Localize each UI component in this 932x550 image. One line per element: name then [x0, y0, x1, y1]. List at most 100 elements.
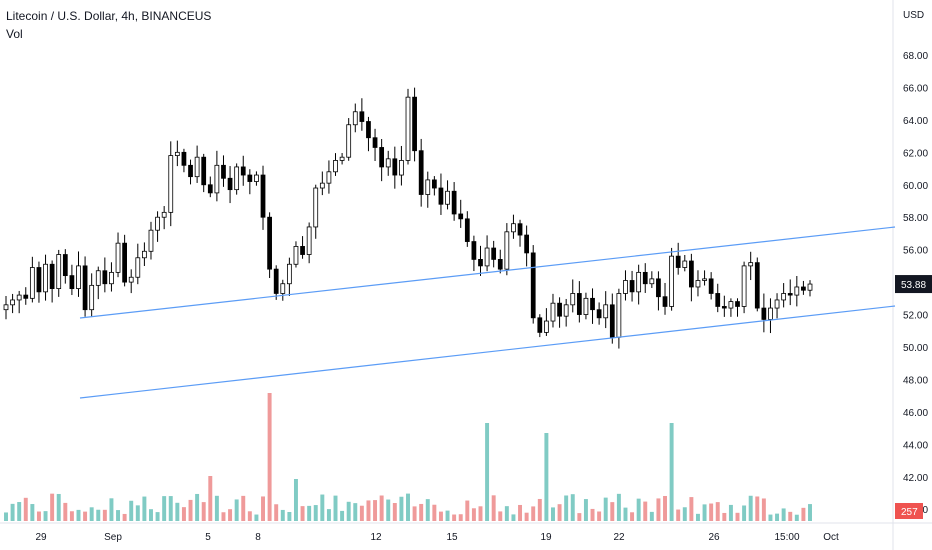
candle-body[interactable] — [142, 250, 147, 259]
candle-body[interactable] — [122, 242, 128, 283]
candle-body[interactable] — [379, 147, 385, 168]
candle-body[interactable] — [280, 283, 286, 294]
lower-channel-trendline[interactable] — [79, 305, 896, 399]
candle-body[interactable] — [339, 156, 345, 161]
candle-body[interactable] — [43, 263, 48, 293]
candle-body[interactable] — [418, 150, 424, 195]
candle-body[interactable] — [188, 164, 193, 178]
candle-body[interactable] — [735, 301, 740, 307]
candle-body[interactable] — [385, 158, 391, 168]
candle-body[interactable] — [234, 166, 240, 191]
candle-body[interactable] — [254, 174, 259, 182]
candle-body[interactable] — [273, 268, 279, 294]
candle-body[interactable] — [629, 280, 635, 293]
candle-body[interactable] — [181, 151, 187, 166]
candle-body[interactable] — [214, 164, 220, 194]
candle-body[interactable] — [326, 171, 332, 184]
candle-body[interactable] — [399, 160, 404, 176]
candle-body[interactable] — [504, 231, 510, 270]
candle-body[interactable] — [109, 271, 114, 285]
candle-body[interactable] — [227, 177, 233, 191]
candle-body[interactable] — [583, 297, 589, 315]
candle-body[interactable] — [392, 158, 398, 176]
candle-body[interactable] — [491, 247, 497, 260]
candle-body[interactable] — [609, 304, 615, 338]
candle-body[interactable] — [161, 211, 167, 218]
candle-body[interactable] — [23, 294, 29, 299]
candle-body[interactable] — [286, 263, 292, 285]
candle-body[interactable] — [721, 306, 727, 309]
candle-body[interactable] — [603, 304, 609, 319]
candle-body[interactable] — [563, 304, 569, 317]
candle-body[interactable] — [207, 184, 213, 194]
candle-body[interactable] — [62, 254, 68, 277]
candle-body[interactable] — [451, 190, 457, 215]
candle-body[interactable] — [89, 284, 95, 311]
candle-body[interactable] — [76, 265, 81, 289]
candle-body[interactable] — [530, 252, 536, 319]
candle-body[interactable] — [319, 182, 325, 189]
candle-body[interactable] — [10, 299, 15, 306]
candle-body[interactable] — [471, 241, 477, 260]
candle-body[interactable] — [247, 174, 253, 182]
volume-indicator-label[interactable]: Vol — [6, 27, 23, 41]
candle-body[interactable] — [405, 96, 411, 161]
candle-body[interactable] — [636, 271, 642, 293]
candle-body[interactable] — [300, 246, 305, 255]
candle-body[interactable] — [352, 111, 358, 126]
candle-body[interactable] — [656, 278, 661, 298]
candle-body[interactable] — [715, 293, 721, 307]
candle-body[interactable] — [267, 216, 272, 270]
candle-body[interactable] — [557, 302, 562, 317]
candle-body[interactable] — [478, 258, 483, 267]
candle-body[interactable] — [445, 190, 450, 205]
candle-body[interactable] — [313, 187, 319, 228]
candle-body[interactable] — [774, 299, 780, 309]
candle-body[interactable] — [174, 151, 180, 156]
candle-body[interactable] — [754, 262, 760, 309]
candle-body[interactable] — [155, 216, 160, 231]
candle-body[interactable] — [240, 166, 246, 176]
candle-body[interactable] — [596, 309, 602, 319]
candle-body[interactable] — [56, 254, 62, 290]
candle-body[interactable] — [425, 179, 431, 195]
candle-body[interactable] — [807, 283, 813, 291]
candle-body[interactable] — [590, 297, 595, 311]
candle-body[interactable] — [135, 257, 141, 278]
candle-body[interactable] — [741, 265, 747, 307]
candle-body[interactable] — [359, 111, 365, 122]
candle-body[interactable] — [801, 286, 806, 291]
candle-body[interactable] — [438, 187, 444, 205]
candle-body[interactable] — [524, 234, 529, 254]
candle-body[interactable] — [649, 278, 655, 285]
candle-body[interactable] — [708, 278, 714, 294]
candle-body[interactable] — [82, 265, 88, 311]
candle-body[interactable] — [148, 229, 154, 252]
candle-body[interactable] — [458, 213, 464, 220]
candle-body[interactable] — [95, 270, 101, 286]
upper-channel-trendline[interactable] — [79, 226, 896, 319]
candle-body[interactable] — [36, 267, 42, 293]
candle-body[interactable] — [346, 124, 352, 158]
candle-body[interactable] — [497, 258, 503, 270]
candle-body[interactable] — [201, 156, 207, 186]
candle-body[interactable] — [642, 271, 648, 285]
candle-body[interactable] — [464, 218, 470, 242]
candle-body[interactable] — [570, 293, 576, 306]
candle-body[interactable] — [702, 278, 707, 281]
candle-body[interactable] — [623, 280, 628, 294]
candle-body[interactable] — [333, 160, 338, 173]
symbol-title[interactable]: Litecoin / U.S. Dollar, 4h, BINANCEUS — [6, 9, 212, 23]
candle-body[interactable] — [550, 302, 556, 322]
candle-body[interactable] — [194, 156, 200, 178]
candle-body[interactable] — [102, 270, 108, 285]
candle-body[interactable] — [49, 263, 55, 289]
candle-body[interactable] — [168, 155, 174, 213]
candle-body[interactable] — [372, 137, 378, 148]
candle-body[interactable] — [616, 293, 622, 338]
candle-body[interactable] — [669, 255, 674, 307]
candle-body[interactable] — [293, 246, 299, 265]
candle-body[interactable] — [662, 296, 668, 307]
candle-body[interactable] — [537, 317, 543, 333]
